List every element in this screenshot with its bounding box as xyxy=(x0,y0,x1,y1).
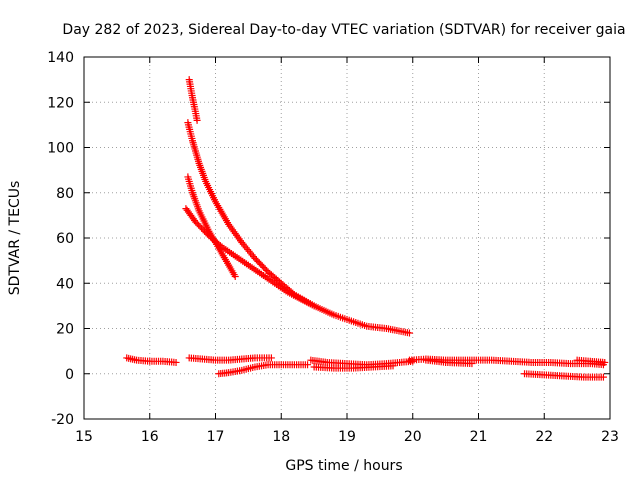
x-tick-label: 20 xyxy=(404,429,422,445)
plus-marks xyxy=(182,205,318,310)
series-track-f xyxy=(185,354,275,364)
axis-ticks xyxy=(83,56,611,420)
series-track-l xyxy=(573,356,609,366)
y-axis-label: SDTVAR / TECUs xyxy=(7,181,23,296)
series-track-m xyxy=(521,370,607,381)
x-tick-label: 18 xyxy=(272,429,290,445)
y-tick-label: 80 xyxy=(56,186,74,202)
plus-marks xyxy=(215,361,312,378)
plus-marks xyxy=(422,356,476,368)
y-tick-label: 40 xyxy=(56,276,74,292)
x-tick-label: 22 xyxy=(535,429,553,445)
x-tick-label: 23 xyxy=(601,429,619,445)
series-track-i xyxy=(310,362,397,372)
series-track-g xyxy=(215,361,312,378)
x-tick-label: 17 xyxy=(207,429,225,445)
series-track-b xyxy=(184,119,413,337)
x-tick-labels: 15 16 17 18 19 20 21 22 23 xyxy=(75,429,619,445)
x-tick-label: 19 xyxy=(338,429,356,445)
y-tick-label: 20 xyxy=(56,322,74,338)
chart-title: Day 282 of 2023, Sidereal Day-to-day VTE… xyxy=(62,22,625,38)
series-track-e xyxy=(123,354,180,366)
x-tick-label: 15 xyxy=(75,429,93,445)
x-tick-label: 16 xyxy=(141,429,159,445)
y-tick-label: 60 xyxy=(56,231,74,247)
plus-marks xyxy=(573,356,609,366)
x-tick-label: 21 xyxy=(470,429,488,445)
y-tick-label: -20 xyxy=(51,412,74,428)
plus-marks xyxy=(521,370,607,381)
series-track-d xyxy=(182,205,318,310)
y-tick-labels: -20 0 20 40 60 80 100 120 140 xyxy=(47,50,74,428)
y-tick-label: 120 xyxy=(47,95,74,111)
plus-marks xyxy=(184,119,413,337)
x-axis-label: GPS time / hours xyxy=(285,458,402,474)
data-marks xyxy=(123,76,609,381)
y-tick-label: 0 xyxy=(65,367,74,383)
plus-marks xyxy=(185,354,275,364)
y-tick-label: 100 xyxy=(47,141,74,157)
plus-marks xyxy=(185,76,201,124)
series-track-a xyxy=(185,76,201,124)
plus-marks xyxy=(123,354,180,366)
plus-marks xyxy=(310,362,397,372)
y-tick-label: 140 xyxy=(47,50,74,66)
series-track-k xyxy=(422,356,476,368)
